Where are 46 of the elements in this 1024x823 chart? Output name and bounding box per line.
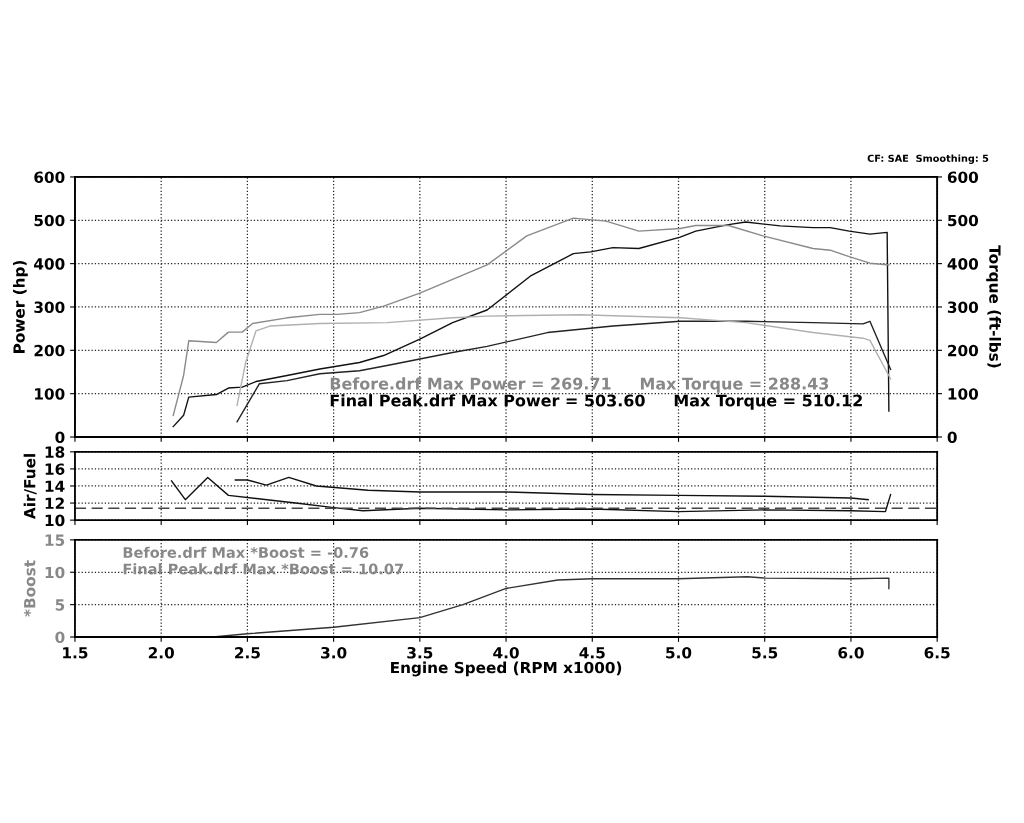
y2-tick-label: 0 [947, 431, 957, 444]
y-tick-label: 10 [45, 566, 65, 579]
y-tick-label: 300 [34, 301, 65, 313]
y-tick-label: 18 [45, 446, 65, 458]
y-tick-label: 200 [34, 344, 65, 357]
y-tick-label: 100 [35, 388, 65, 400]
annotation: Before.drf Max Power = 269.71 Max Torque = 288.43 [330, 377, 829, 393]
y2-axis-title: Torque (ft-lbs) [986, 245, 1001, 368]
x-tick-label: 6.5 [924, 647, 950, 659]
y-axis-title: Power (hp) [13, 260, 28, 353]
y2-tick-label: 300 [947, 301, 979, 313]
y-tick-label: 10 [45, 514, 65, 527]
y-tick-label: 400 [34, 258, 65, 270]
text: CF: SAE Smoothing: 5 [867, 154, 989, 164]
y-tick-label: 0 [55, 431, 65, 444]
x-tick-label: 5.5 [752, 647, 778, 659]
y-tick-label: 5 [55, 599, 65, 611]
x-tick-label: 5.0 [666, 646, 692, 659]
line-series [170, 476, 892, 513]
annotation: Final Peak.drf Max Power = 503.60 Max Torque = 510.12 [330, 394, 862, 410]
y-axis-title: *Boost [23, 560, 36, 617]
x-tick-label: 4.0 [493, 646, 519, 659]
annotation: Final Peak.drf Max *Boost = 10.07 [123, 563, 403, 575]
y2-tick-label: 200 [948, 344, 979, 357]
y-tick-label: 15 [45, 534, 65, 546]
y2-tick-label: 400 [947, 258, 979, 270]
x-tick-label: 3.5 [407, 646, 433, 659]
y2-tick-label: 600 [947, 171, 979, 183]
y-axis-title: Air/Fuel [23, 454, 37, 520]
annotation: Before.drf Max *Boost = -0.76 [123, 546, 369, 558]
x-axis-title: Engine Speed (RPM x1000) [391, 661, 622, 677]
x-tick-label: 3.0 [321, 646, 347, 659]
y-tick-label: 12 [45, 497, 64, 509]
y2-tick-label: 500 [948, 214, 979, 227]
y-tick-label: 0 [55, 631, 65, 644]
y-tick-label: 600 [34, 171, 65, 183]
y-tick-label: 14 [45, 480, 65, 492]
y-tick-label: 16 [45, 463, 65, 475]
y-tick-label: 500 [34, 214, 65, 227]
line-series [234, 476, 869, 501]
x-tick-label: 2.0 [148, 646, 174, 659]
x-tick-label: 6.0 [838, 646, 864, 659]
y2-tick-label: 100 [948, 388, 979, 400]
x-tick-label: 2.5 [235, 646, 260, 659]
x-tick-label: 4.5 [579, 647, 605, 659]
x-tick-label: 1.5 [63, 647, 88, 659]
